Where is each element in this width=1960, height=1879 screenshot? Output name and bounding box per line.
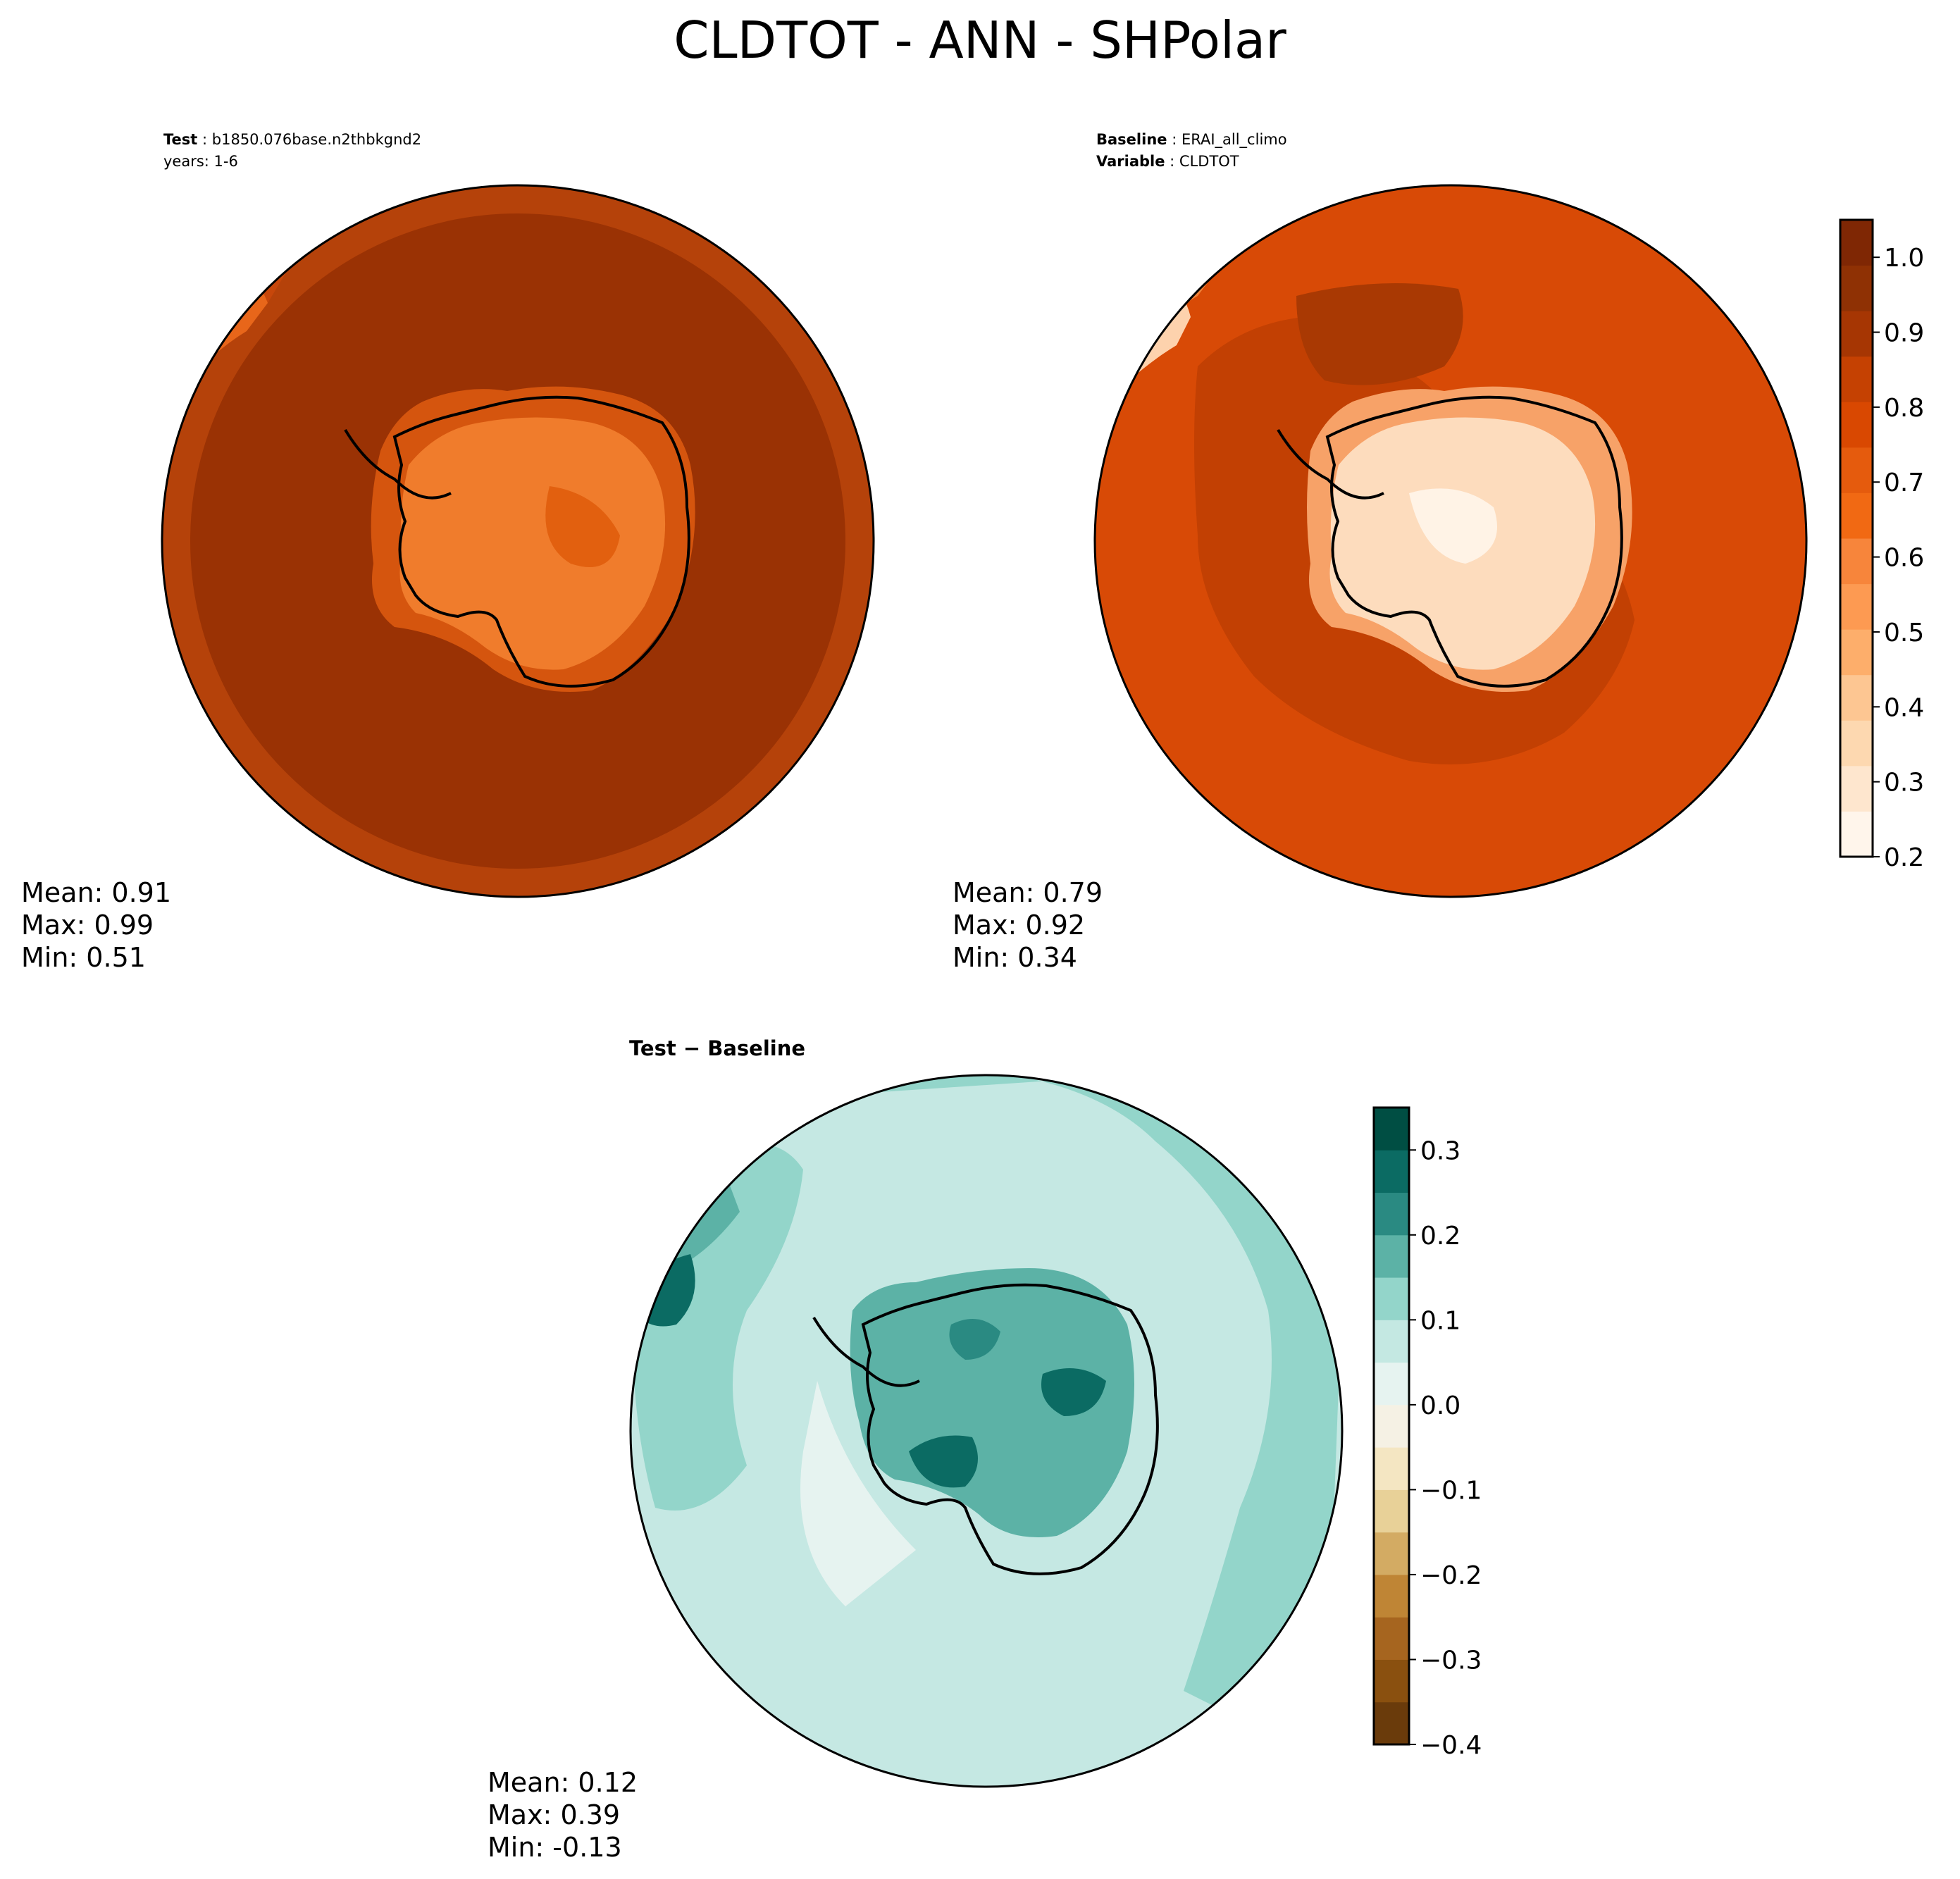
main-colorbar-segment xyxy=(1840,583,1873,630)
diff-colorbar-tick-label: −0.4 xyxy=(1420,1731,1482,1760)
main-colorbar-tick-label: 0.3 xyxy=(1884,769,1924,798)
diff-colorbar-segment xyxy=(1374,1404,1409,1448)
svg-text:Mean: 0.91: Mean: 0.91 xyxy=(21,877,171,908)
diff-colorbar-segment xyxy=(1374,1532,1409,1575)
test-panel-header: Test : b1850.076base.n2thbkgnd2 years: 1… xyxy=(163,131,421,170)
diff-colorbar-tick-label: −0.1 xyxy=(1420,1476,1482,1505)
test-map-boundary xyxy=(161,184,875,898)
main-colorbar-tick-label: 1.0 xyxy=(1884,244,1924,273)
baseline-map-boundary xyxy=(1093,184,1808,898)
diff-light-patch xyxy=(800,1381,916,1606)
main-colorbar: 0.2 0.3 0.4 0.5 0.6 0.7 0.8 0.9 1.0 xyxy=(1839,218,1924,872)
baseline-antarctica-coastline xyxy=(1325,395,1623,688)
main-colorbar-tick-label: 0.4 xyxy=(1884,693,1924,722)
main-colorbar-tick-label: 0.9 xyxy=(1884,319,1924,348)
svg-text:Mean: 0.79: Mean: 0.79 xyxy=(953,877,1103,908)
baseline-interior-patch xyxy=(1409,488,1497,564)
main-colorbar-segment xyxy=(1840,265,1873,311)
diff-colorbar-segment xyxy=(1374,1192,1409,1236)
main-colorbar-tick-label: 0.8 xyxy=(1884,394,1924,423)
diff-colorbar-segment xyxy=(1374,1150,1409,1193)
main-colorbar-segment xyxy=(1840,674,1873,721)
main-colorbar-tick-label: 0.2 xyxy=(1884,843,1924,872)
test-antarctic-field xyxy=(399,417,666,670)
diff-colorbar-tick-label: 0.3 xyxy=(1420,1136,1460,1165)
diff-colorbar-segment xyxy=(1374,1701,1409,1745)
baseline-variable-value: CLDTOT xyxy=(1179,153,1239,170)
diff-colorbar-segment xyxy=(1374,1574,1409,1618)
main-colorbar-segment xyxy=(1840,492,1873,539)
diff-dark-patch-2 xyxy=(1041,1368,1106,1416)
diff-colorbar-segment xyxy=(1374,1362,1409,1406)
diff-colorbar-tick-label: 0.2 xyxy=(1420,1222,1460,1251)
main-colorbar-segment xyxy=(1840,402,1873,448)
diff-stats: Mean: 0.12 Max: 0.39 Min: -0.13 xyxy=(488,1767,638,1863)
diff-colorbar-segment xyxy=(1374,1489,1409,1533)
test-label-key: Test xyxy=(163,131,197,148)
svg-text:Test : b1850.076base.n2thbkgnd: Test : b1850.076base.n2thbkgnd2 xyxy=(163,131,421,148)
main-colorbar-segment xyxy=(1840,538,1873,585)
test-peninsula-coast xyxy=(344,428,452,500)
svg-text:Min: 0.51: Min: 0.51 xyxy=(21,942,146,973)
main-colorbar-frame xyxy=(1839,218,1874,858)
main-colorbar-segment xyxy=(1840,356,1873,402)
diff-map-boundary xyxy=(629,1074,1344,1788)
diff-colorbar-frame xyxy=(1372,1106,1410,1746)
diff-antarctica-coastline xyxy=(861,1283,1159,1575)
svg-text:Min: 0.34: Min: 0.34 xyxy=(953,942,1077,973)
diff-colorbar-tick-label: 0.0 xyxy=(1420,1391,1460,1420)
svg-text:Max: 0.39: Max: 0.39 xyxy=(488,1799,620,1830)
diff-colorbar-tick-label: −0.3 xyxy=(1420,1646,1482,1675)
diff-colorbar: −0.4 −0.3 −0.2 −0.1 0.0 0.1 0.2 0.3 xyxy=(1372,1106,1482,1760)
diff-peninsula-coast xyxy=(812,1316,920,1387)
diff-colorbar-tick-label: −0.2 xyxy=(1420,1561,1482,1590)
test-map xyxy=(161,184,875,898)
baseline-panel-header: Baseline : ERAI_all_climo Variable : CLD… xyxy=(1096,131,1287,170)
main-colorbar-segment xyxy=(1840,720,1873,767)
diff-colorbar-segment xyxy=(1374,1108,1409,1151)
main-colorbar-tick-label: 0.5 xyxy=(1884,619,1924,647)
diff-colorbar-segment xyxy=(1374,1277,1409,1320)
main-colorbar-segment xyxy=(1840,220,1873,266)
diff-colorbar-segment xyxy=(1374,1447,1409,1490)
diff-map xyxy=(629,1074,1344,1788)
svg-text:Max: 0.92: Max: 0.92 xyxy=(953,910,1085,941)
test-stats: Mean: 0.91 Max: 0.99 Min: 0.51 xyxy=(21,877,171,973)
diff-colorbar-segment xyxy=(1374,1234,1409,1278)
svg-text:Mean: 0.12: Mean: 0.12 xyxy=(488,1767,638,1798)
diff-title: Test − Baseline xyxy=(629,1036,805,1060)
figure-title: CLDTOT - ANN - SHPolar xyxy=(674,11,1286,70)
baseline-peninsula-coast xyxy=(1277,428,1384,500)
svg-text:Min: -0.13: Min: -0.13 xyxy=(488,1832,622,1863)
main-colorbar-segment xyxy=(1840,311,1873,357)
diff-dark-patch-3 xyxy=(949,1319,1000,1360)
main-colorbar-segment xyxy=(1840,765,1873,812)
main-colorbar-segment xyxy=(1840,811,1873,857)
main-colorbar-segment xyxy=(1840,629,1873,676)
baseline-variable-key: Variable xyxy=(1096,153,1165,170)
test-antarctica-coastline xyxy=(392,395,690,688)
svg-text:Variable : CLDTOT: Variable : CLDTOT xyxy=(1096,153,1239,170)
diff-colorbar-segment xyxy=(1374,1320,1409,1363)
diff-colorbar-segment xyxy=(1374,1659,1409,1703)
main-colorbar-tick-label: 0.7 xyxy=(1884,469,1924,497)
test-years: years: 1-6 xyxy=(163,153,238,170)
svg-text:Baseline : ERAI_all_climo: Baseline : ERAI_all_climo xyxy=(1096,131,1287,149)
diff-dark-patch-1 xyxy=(909,1435,978,1488)
main-colorbar-tick-label: 0.6 xyxy=(1884,544,1924,573)
diff-colorbar-segment xyxy=(1374,1617,1409,1660)
test-label-value: b1850.076base.n2thbkgnd2 xyxy=(212,131,421,148)
svg-text:Max: 0.99: Max: 0.99 xyxy=(21,910,154,941)
baseline-map xyxy=(1093,184,1808,898)
test-interior-patch xyxy=(545,486,620,567)
main-colorbar-segment xyxy=(1840,447,1873,493)
baseline-label-key: Baseline xyxy=(1096,131,1167,148)
baseline-stats: Mean: 0.79 Max: 0.92 Min: 0.34 xyxy=(953,877,1103,973)
baseline-dark-patch xyxy=(1296,283,1463,385)
baseline-label-value: ERAI_all_climo xyxy=(1181,131,1287,149)
diff-colorbar-tick-label: 0.1 xyxy=(1420,1306,1460,1335)
